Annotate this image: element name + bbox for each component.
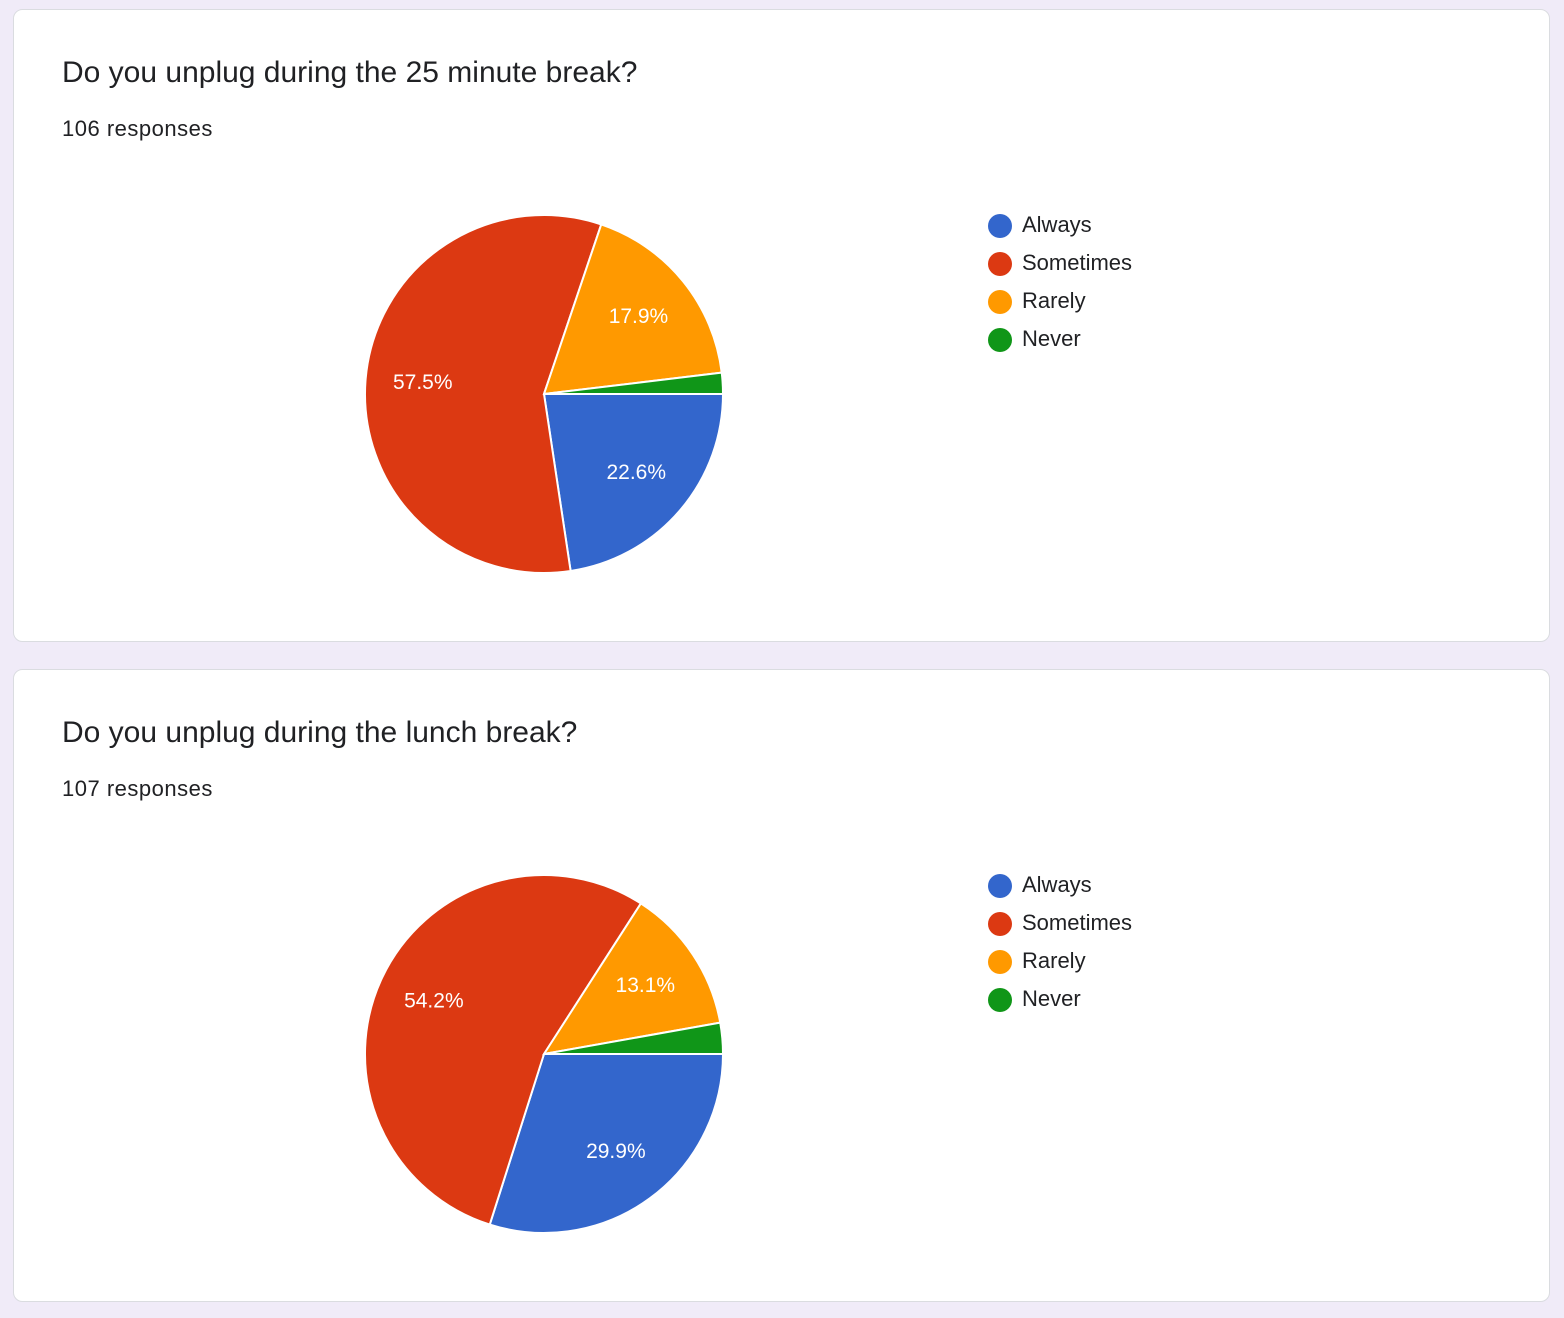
legend-swatch [988,328,1012,352]
pie-slice [488,1053,725,1234]
pie-slice [541,902,722,1056]
slice-label: 22.6% [606,461,666,484]
legend-swatch [988,912,1012,936]
slice-label: 17.9% [609,305,669,328]
legend-label: Always [1022,872,1092,897]
legend-swatch [988,988,1012,1012]
slice-label: 13.1% [616,974,676,997]
legend-label: Never [1022,986,1081,1011]
pie-slice [543,371,725,395]
slice-label: 57.5% [393,371,453,394]
slice-label: 54.2% [404,990,464,1013]
pie-slice [542,393,725,573]
chart-subtitle: 107 responses [62,776,213,801]
legend-label: Never [1022,326,1081,351]
legend-swatch [988,252,1012,276]
card [13,669,1550,1302]
legend-label: Rarely [1022,948,1086,973]
pie-slice [364,874,643,1226]
chart-title: Do you unplug during the 25 minute break… [62,56,637,89]
chart-subtitle: 106 responses [62,116,213,141]
legend-swatch [988,874,1012,898]
legend-label: Rarely [1022,288,1086,313]
pie-slice [542,223,723,396]
legend-swatch [988,950,1012,974]
legend-swatch [988,290,1012,314]
legend-label: Sometimes [1022,250,1132,275]
pie-slice [543,1021,725,1055]
chart-title: Do you unplug during the lunch break? [62,716,577,749]
card [13,9,1550,642]
legend-label: Sometimes [1022,910,1132,935]
pie-slice [364,214,603,574]
slice-label: 29.9% [586,1140,646,1163]
legend-swatch [988,214,1012,238]
legend-label: Always [1022,212,1092,237]
